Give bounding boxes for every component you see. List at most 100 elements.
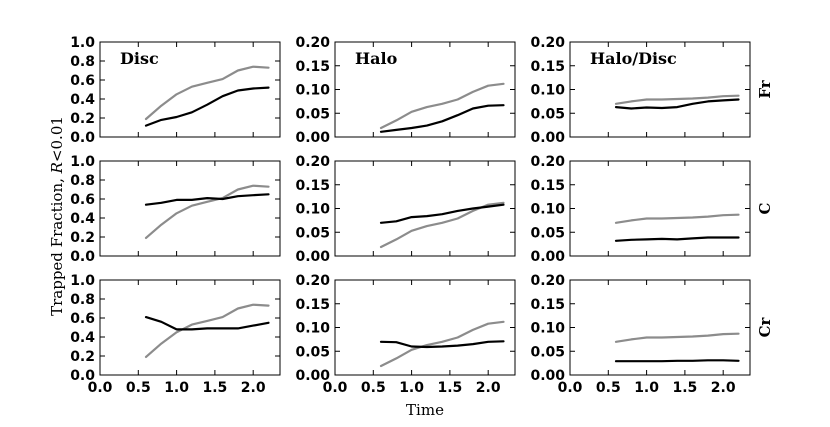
panel-cr-disc: 0.0 0.2 0.4 0.6 0.8 1.0 0.0 0.5 1.0 1.5 2.0 — [70, 273, 281, 396]
y-tick-label: 0.20 — [530, 35, 565, 51]
y-tick-label: 0.00 — [530, 130, 565, 146]
series-line-black — [614, 236, 740, 242]
series-line-gray — [614, 332, 740, 343]
y-tick-label: 0.20 — [530, 273, 565, 289]
y-tick-label: 0.05 — [530, 106, 565, 122]
y-tick-label: 0.10 — [530, 202, 565, 218]
y-tick-label: 0.10 — [295, 83, 330, 99]
x-tick-label: 1.5 — [437, 380, 462, 396]
series-line-gray — [614, 94, 740, 105]
panel-frame — [334, 160, 516, 257]
y-tick-label: 0.00 — [530, 368, 565, 384]
y-tick-label: 0.10 — [530, 321, 565, 337]
panel-cr-halo: 0.00 0.05 0.10 0.15 0.20 0.0 0.5 1.0 1.5 2.0 — [295, 273, 516, 396]
y-tick-label: 0.6 — [70, 192, 95, 208]
series-line-black — [379, 340, 505, 349]
series-line-gray — [144, 303, 270, 358]
y-axis-label: Trapped Fraction, R<0.01 — [48, 116, 66, 316]
y-tick-label: 0.20 — [295, 154, 330, 170]
y-tick-label: 0.8 — [70, 292, 95, 308]
y-tick-label: 0.8 — [70, 54, 95, 70]
series-line-black — [614, 359, 740, 363]
y-tick-label: 0.15 — [295, 59, 330, 75]
y-tick-label: 0.05 — [295, 344, 330, 360]
panel-fr-disc: 0.0 0.2 0.4 0.6 0.8 1.0 Disc — [70, 35, 281, 146]
y-tick-label: 0.00 — [530, 249, 565, 265]
x-tick-label: 1.5 — [202, 380, 227, 396]
y-tick-label: 1.0 — [70, 154, 95, 170]
series-line-black — [379, 203, 505, 224]
series-line-black — [144, 316, 270, 331]
panel-frame — [99, 160, 281, 257]
panel-frame — [569, 160, 751, 257]
x-tick-label: 0.5 — [126, 380, 151, 396]
x-tick-label: 1.0 — [399, 380, 424, 396]
y-tick-label: 1.0 — [70, 273, 95, 289]
y-tick-label: 0.0 — [70, 130, 95, 146]
y-tick-label: 0.2 — [70, 230, 95, 246]
x-tick-label: 0.0 — [88, 380, 113, 396]
y-axis-label-main: Trapped Fraction, — [48, 173, 66, 316]
y-tick-label: 0.6 — [70, 73, 95, 89]
y-tick-label: 0.00 — [295, 368, 330, 384]
x-tick-label: 0.0 — [558, 380, 583, 396]
x-tick-label: 0.5 — [596, 380, 621, 396]
series-line-gray — [144, 184, 270, 239]
series-line-gray — [379, 201, 505, 249]
panel-c-disc: 0.0 0.2 0.4 0.6 0.8 1.0 — [70, 154, 281, 265]
x-tick-label: 2.0 — [241, 380, 266, 396]
series-line-black — [614, 98, 740, 110]
panel-frame — [334, 279, 516, 376]
panel-title: Halo — [355, 49, 398, 68]
y-tick-label: 0.0 — [70, 368, 95, 384]
y-tick-label: 0.10 — [295, 202, 330, 218]
panel-c-halo: 0.00 0.05 0.10 0.15 0.20 — [295, 154, 516, 265]
panel-frame — [99, 279, 281, 376]
panel-c-halo-disc: 0.00 0.05 0.10 0.15 0.20 C — [530, 154, 774, 265]
x-tick-label: 0.0 — [323, 380, 348, 396]
y-tick-label: 0.4 — [70, 92, 95, 108]
y-tick-label: 0.6 — [70, 311, 95, 327]
y-tick-label: 0.4 — [70, 211, 95, 227]
row-label: Cr — [756, 316, 774, 337]
y-tick-label: 0.10 — [530, 83, 565, 99]
y-tick-label: 0.05 — [530, 344, 565, 360]
y-tick-label: 0.05 — [295, 106, 330, 122]
series-line-gray — [614, 213, 740, 224]
y-axis-label-var: R — [48, 162, 66, 174]
panel-frame — [99, 41, 281, 138]
y-tick-label: 0.10 — [295, 321, 330, 337]
y-tick-label: 0.4 — [70, 330, 95, 346]
y-tick-label: 0.20 — [530, 154, 565, 170]
series-line-black — [144, 193, 270, 206]
y-tick-label: 0.8 — [70, 173, 95, 189]
y-tick-label: 0.15 — [530, 59, 565, 75]
y-axis-label-rest: <0.01 — [48, 116, 66, 162]
y-tick-label: 0.05 — [295, 225, 330, 241]
series-line-black — [379, 104, 505, 133]
x-axis-label: Time — [406, 401, 444, 419]
y-tick-label: 0.15 — [530, 297, 565, 313]
y-tick-label: 0.20 — [295, 35, 330, 51]
row-label: Fr — [756, 79, 774, 98]
series-line-gray — [144, 65, 270, 121]
panel-title: Disc — [120, 49, 159, 68]
panel-cr-halo-disc: 0.00 0.05 0.10 0.15 0.20 0.0 0.5 1.0 1.5 2.0 Cr — [530, 273, 774, 396]
y-tick-label: 0.2 — [70, 111, 95, 127]
panel-fr-halo: 0.00 0.05 0.10 0.15 0.20 Halo — [295, 35, 516, 146]
series-line-gray — [379, 320, 505, 368]
series-line-gray — [379, 82, 505, 130]
row-label: C — [756, 202, 774, 214]
y-tick-label: 0.15 — [295, 178, 330, 194]
series-line-black — [144, 86, 270, 127]
panel-title: Halo/Disc — [590, 49, 677, 68]
y-tick-label: 0.20 — [295, 273, 330, 289]
y-tick-label: 0.15 — [530, 178, 565, 194]
y-tick-label: 0.00 — [295, 249, 330, 265]
x-tick-label: 1.0 — [634, 380, 659, 396]
x-tick-label: 0.5 — [361, 380, 386, 396]
y-tick-label: 0.0 — [70, 249, 95, 265]
x-tick-label: 1.0 — [164, 380, 189, 396]
x-tick-label: 2.0 — [476, 380, 501, 396]
